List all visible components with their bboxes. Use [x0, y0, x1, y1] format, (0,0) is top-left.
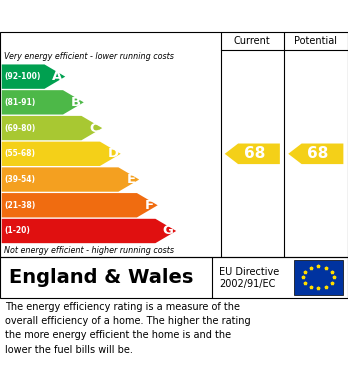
Polygon shape — [2, 219, 176, 243]
Polygon shape — [2, 65, 65, 89]
Text: Current: Current — [234, 36, 271, 46]
Text: England & Wales: England & Wales — [9, 268, 193, 287]
Polygon shape — [2, 142, 121, 166]
Text: F: F — [145, 199, 155, 212]
Text: (1-20): (1-20) — [5, 226, 30, 235]
Polygon shape — [2, 167, 139, 192]
Polygon shape — [2, 90, 84, 115]
Text: (81-91): (81-91) — [5, 98, 36, 107]
Text: EU Directive: EU Directive — [219, 267, 279, 278]
Text: Energy Efficiency Rating: Energy Efficiency Rating — [9, 7, 238, 25]
Text: (69-80): (69-80) — [5, 124, 36, 133]
Text: A: A — [52, 70, 63, 83]
Polygon shape — [225, 143, 280, 164]
Text: D: D — [107, 147, 118, 160]
Text: Very energy efficient - lower running costs: Very energy efficient - lower running co… — [4, 52, 174, 61]
Text: (92-100): (92-100) — [5, 72, 41, 81]
Text: E: E — [127, 173, 136, 186]
Text: G: G — [163, 224, 174, 237]
Text: Potential: Potential — [294, 36, 337, 46]
Text: C: C — [89, 122, 99, 135]
Text: (55-68): (55-68) — [5, 149, 35, 158]
Text: 68: 68 — [307, 146, 329, 161]
Text: 68: 68 — [244, 146, 265, 161]
Text: The energy efficiency rating is a measure of the
overall efficiency of a home. T: The energy efficiency rating is a measur… — [5, 302, 251, 355]
Text: 2002/91/EC: 2002/91/EC — [219, 278, 276, 289]
Bar — [294, 260, 343, 295]
Text: Not energy efficient - higher running costs: Not energy efficient - higher running co… — [4, 246, 174, 255]
Text: (21-38): (21-38) — [5, 201, 36, 210]
Polygon shape — [2, 193, 158, 217]
Text: B: B — [71, 96, 81, 109]
Text: (39-54): (39-54) — [5, 175, 35, 184]
Polygon shape — [288, 143, 343, 164]
Polygon shape — [2, 116, 102, 140]
